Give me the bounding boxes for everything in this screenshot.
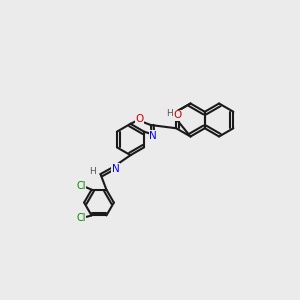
Text: O: O (173, 110, 181, 121)
Text: Cl: Cl (76, 213, 86, 223)
Text: Cl: Cl (76, 182, 86, 191)
Text: O: O (135, 114, 144, 124)
Text: H: H (166, 109, 173, 118)
Text: N: N (149, 130, 157, 141)
Text: H: H (90, 167, 96, 176)
Text: N: N (112, 164, 119, 174)
